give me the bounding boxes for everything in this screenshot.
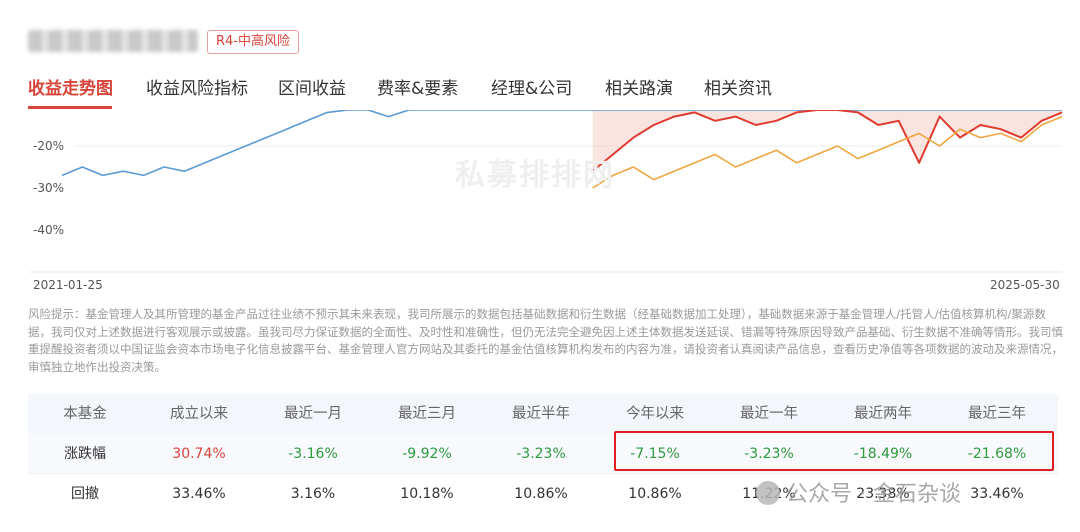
chart-watermark: 私募排排网	[455, 158, 615, 193]
tab-manager-company[interactable]: 经理&公司	[491, 79, 573, 99]
x-tick-end: 2025-05-30	[990, 278, 1060, 292]
table-header-row: 本基金 成立以来 最近一月 最近三月 最近半年 今年以来 最近一年 最近两年 最…	[28, 394, 1058, 434]
risk-disclaimer: 风险提示：基金管理人及其所管理的基金产品过往业绩不预示其未来表现，我司所展示的数…	[28, 307, 1063, 374]
fund-header: R4-中高风险	[0, 0, 1080, 62]
table-cell: 23.38%	[856, 486, 910, 502]
x-tick-start: 2021-01-25	[33, 278, 103, 292]
table-cell: -9.92%	[402, 446, 452, 462]
series-line-1	[591, 109, 1063, 172]
active-tab-underline	[28, 106, 112, 109]
table-header-cell: 成立以来	[170, 406, 228, 422]
table-header-cell: 最近两年	[854, 406, 912, 422]
table-cell: 3.16%	[290, 486, 336, 502]
table-header-cell: 今年以来	[626, 406, 684, 422]
table-header-cell: 最近三月	[398, 406, 456, 422]
row-label: 回撤	[71, 486, 99, 502]
table-row-return: 涨跌幅 30.74% -3.16% -9.92% -3.23% -7.15% -…	[28, 434, 1058, 474]
table-cell: -3.23%	[744, 446, 794, 462]
series-line-0	[61, 109, 1062, 177]
tab-interval-return[interactable]: 区间收益	[278, 79, 346, 99]
table-cell: -21.68%	[967, 446, 1027, 462]
table-header-cell: 最近三年	[968, 406, 1026, 422]
table-cell: 30.74%	[172, 446, 226, 462]
row-label: 涨跌幅	[64, 446, 106, 462]
table-cell: 33.46%	[172, 486, 226, 502]
wechat-watermark: 公众号 · 金石杂谈	[756, 476, 961, 508]
y-tick-label: -30%	[33, 181, 65, 195]
table-cell: 33.46%	[970, 486, 1024, 502]
wechat-icon	[756, 481, 780, 505]
excess-return-area	[592, 110, 1062, 172]
tab-bar: 收益走势图 收益风险指标 区间收益 费率&要素 经理&公司 相关路演 相关资讯	[0, 66, 1080, 112]
table-header-cell: 本基金	[63, 406, 107, 422]
tab-news[interactable]: 相关资讯	[704, 79, 772, 99]
table-cell: 10.86%	[628, 486, 682, 502]
table-cell: -3.23%	[516, 446, 566, 462]
table-header-cell: 最近半年	[512, 406, 570, 422]
risk-level-badge: R4-中高风险	[207, 30, 299, 54]
tab-return-trend[interactable]: 收益走势图	[28, 79, 113, 99]
table-cell: -7.15%	[630, 446, 680, 462]
table-row-drawdown: 回撤 33.46% 3.16% 10.18% 10.86% 10.86% 11.…	[28, 474, 1058, 514]
tab-risk-metrics[interactable]: 收益风险指标	[146, 79, 248, 99]
y-tick-label: -40%	[33, 223, 65, 237]
table-cell: 10.86%	[514, 486, 568, 502]
fund-name-blurred	[28, 30, 198, 52]
table-cell: 10.18%	[400, 486, 454, 502]
y-tick-label: -20%	[33, 139, 65, 153]
wechat-watermark-text: 公众号 · 金石杂谈	[786, 482, 961, 507]
table-header-cell: 最近一月	[284, 406, 342, 422]
tab-fees-elements[interactable]: 费率&要素	[377, 79, 459, 99]
chart-svg	[30, 61, 1063, 273]
tab-roadshow[interactable]: 相关路演	[605, 79, 673, 99]
table-header-cell: 最近一年	[740, 406, 798, 422]
table-cell: -3.16%	[288, 446, 338, 462]
return-trend-chart[interactable]: 私募排排网 -20% -30% -40% 2021-01-25 2025-05-…	[0, 61, 1080, 300]
series-line-2	[592, 115, 1063, 189]
table-cell: -18.49%	[853, 446, 913, 462]
